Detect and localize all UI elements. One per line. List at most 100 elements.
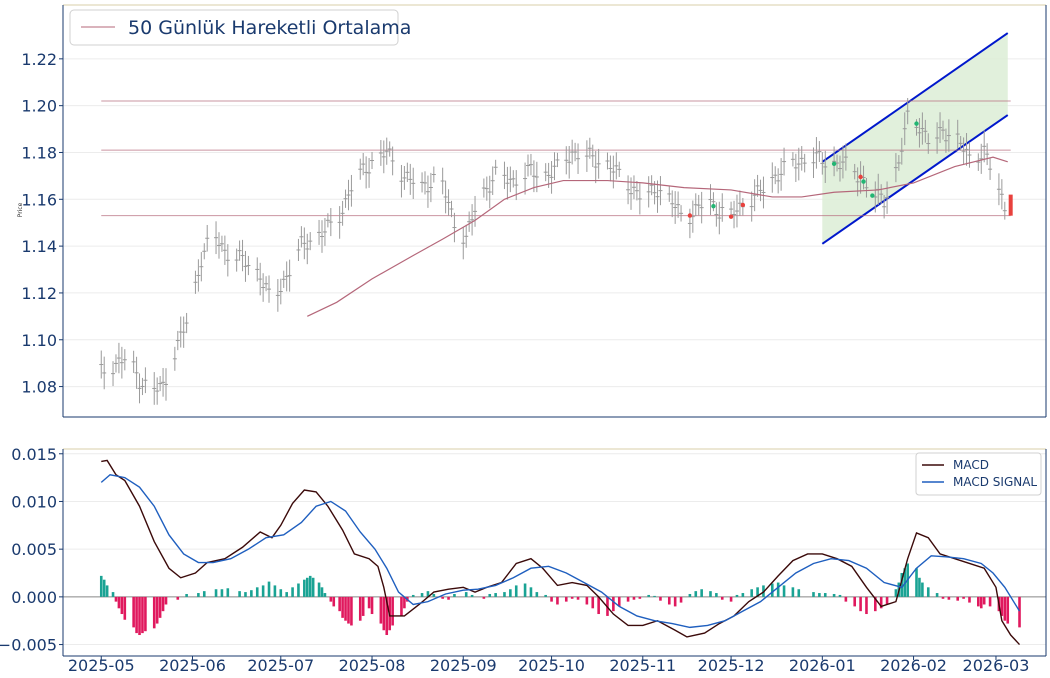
macd-histogram-bar (968, 596, 971, 603)
macd-histogram-bar (152, 596, 156, 629)
macd-histogram-bar (370, 596, 374, 615)
macd-histogram-bar (988, 596, 992, 607)
macd-histogram-bar (585, 596, 589, 605)
price-y-tick-label: 1.16 (21, 190, 57, 209)
macd-panel: −0.005 0.000 0.005 0.010 0.015 MACD MACD SIG… (0, 445, 1047, 657)
macd-histogram-bar (776, 582, 780, 597)
macd-histogram-bar (202, 591, 206, 597)
macd-histogram-bar (832, 593, 836, 597)
macd-histogram-bar (865, 596, 868, 615)
macd-histogram-bar (770, 583, 774, 597)
macd-histogram-bar (709, 591, 712, 597)
macd-lines (100, 459, 1021, 646)
macd-histogram-bar (694, 591, 698, 597)
price-legend-label: 50 Günlük Hareketli Ortalama (128, 17, 411, 39)
macd-histogram-bar (750, 589, 753, 597)
x-tick-label: 2025-09 (430, 656, 497, 675)
x-axis-ticks: 2025-05 2025-06 2025-07 2025-08 2025-09 2025-… (68, 656, 1030, 675)
x-tick-label: 2025-08 (339, 656, 406, 675)
macd-histogram-bar (323, 593, 327, 597)
macd-histogram-bar (123, 596, 127, 620)
macd-histogram (99, 563, 1021, 636)
macd-histogram-bar (1003, 596, 1007, 621)
x-tick-label: 2025-06 (159, 656, 226, 675)
macd-histogram-bar (503, 592, 506, 597)
macd-histogram-bar (135, 596, 138, 634)
macd-histogram-bar (715, 593, 718, 597)
macd-histogram-bar (947, 596, 951, 600)
macd-histogram-bar (667, 596, 671, 605)
macd-histogram-bar (117, 596, 121, 609)
macd-histogram-bar (979, 596, 983, 609)
macd-histogram-bar (962, 596, 965, 599)
macd-legend-label: MACD (953, 458, 989, 472)
macd-histogram-bar (941, 596, 945, 599)
macd-line (101, 459, 1021, 646)
up-marker (861, 179, 866, 184)
moving-average-line (307, 156, 1008, 317)
macd-histogram-bar (617, 596, 621, 607)
macd-histogram-bar (155, 596, 159, 624)
macd-histogram-bar (756, 587, 759, 597)
macd-histogram-bar (544, 594, 547, 597)
up-marker (711, 203, 716, 209)
down-marker (728, 214, 734, 219)
macd-histogram-bar (859, 596, 862, 612)
macd-histogram-bar (255, 587, 259, 597)
macd-histogram-bar (741, 593, 745, 597)
macd-histogram-bar (426, 591, 430, 597)
macd-y-tick-label: 0.010 (11, 492, 57, 511)
macd-histogram-bar (238, 591, 241, 597)
macd-histogram-bar (105, 585, 109, 597)
macd-histogram-bar (185, 593, 188, 597)
macd-histogram-bar (570, 596, 574, 599)
macd-histogram-bar (782, 585, 786, 597)
macd-histogram-bar (338, 596, 341, 612)
down-marker (858, 174, 863, 180)
macd-histogram-bar (176, 596, 180, 600)
macd-histogram-bar (411, 594, 415, 597)
macd-histogram-bar (305, 577, 309, 597)
macd-histogram-bar (291, 587, 294, 597)
macd-histogram-bar (597, 596, 600, 615)
macd-histogram-bar (273, 585, 277, 597)
x-tick-label: 2025-11 (609, 656, 676, 675)
macd-histogram-bar (197, 593, 200, 597)
macd-histogram-bar (797, 589, 801, 597)
macd-histogram-bar (1006, 596, 1010, 624)
price-y-tick-label: 1.20 (21, 97, 57, 116)
down-marker (740, 202, 746, 208)
macd-histogram-bar (367, 596, 371, 609)
moving-average (307, 156, 1008, 317)
macd-histogram-bar (214, 589, 218, 597)
macd-histogram-bar (1000, 596, 1004, 616)
macd-histogram-bar (700, 589, 703, 597)
macd-histogram-bar (161, 596, 165, 612)
price-y-tick-label: 1.18 (21, 143, 57, 162)
x-tick-label: 2026-03 (963, 656, 1030, 675)
macd-histogram-bar (659, 596, 662, 601)
macd-histogram-bar (494, 593, 497, 597)
macd-y-ticks: −0.005 0.000 0.005 0.010 0.015 (0, 445, 63, 655)
price-markers (687, 121, 919, 219)
macd-histogram-bar (358, 596, 362, 621)
macd-histogram-bar (464, 592, 468, 597)
macd-histogram-bar (918, 577, 921, 597)
macd-histogram-bar (853, 596, 856, 607)
macd-histogram-bar (403, 596, 406, 609)
macd-histogram-bar (317, 582, 321, 597)
macd-histogram-bar (956, 596, 960, 601)
macd-histogram-bar (329, 596, 333, 602)
macd-histogram-bar (900, 573, 904, 597)
macd-histogram-bar (921, 582, 924, 597)
up-marker (870, 193, 875, 198)
macd-histogram-bar (535, 592, 539, 597)
macd-histogram-bar (99, 575, 103, 597)
macd-histogram-bar (488, 593, 492, 597)
up-marker (914, 121, 919, 126)
price-legend: 50 Günlük Hareketli Ortalama (69, 9, 411, 46)
macd-signal-line (100, 474, 1021, 629)
macd-histogram-bar (638, 596, 642, 599)
macd-histogram-bar (420, 593, 424, 597)
x-tick-label: 2026-01 (789, 656, 856, 675)
